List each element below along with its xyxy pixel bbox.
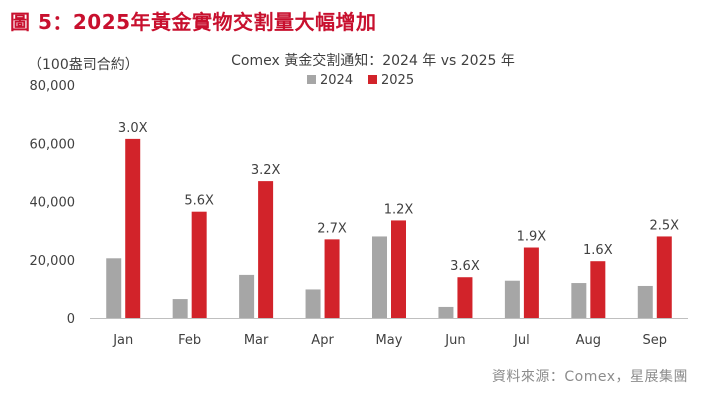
bar-2024-aug [571,283,587,318]
bar-2025-aug [590,261,606,318]
x-tick-label: Jan [112,333,133,348]
x-tick-label: May [376,333,403,348]
bar-2025-jun [457,277,473,318]
x-tick-label: Aug [576,333,601,348]
bar-2025-jul [523,247,539,318]
ratio-label: 1.6X [583,243,613,258]
y-tick-label: 40,000 [30,196,76,211]
x-tick-label: Jun [444,333,465,348]
y-axis: 0 20,000 40,000 60,000 80,000 [30,79,76,327]
ratio-label: 5.6X [184,194,214,209]
ratio-label: 3.6X [450,259,480,274]
x-tick-label: Mar [244,333,269,348]
bar-2024-feb [172,299,188,318]
bar-2025-jan [125,138,141,318]
bar-2025-feb [191,211,207,318]
bar-2024-sep [637,285,653,318]
ratio-label: 1.9X [517,230,547,245]
legend-label-2025: 2025 [381,73,414,88]
ratio-label: 2.5X [649,218,679,233]
y-tick-label: 0 [67,312,75,327]
bar-2025-sep [656,236,672,318]
y-axis-unit-label: （100盎司合約） [28,57,139,73]
x-axis: Jan Feb Mar Apr May Jun Jul Aug Sep [90,318,688,348]
ratio-label: 2.7X [317,221,347,236]
bar-2024-jul [504,280,520,318]
legend-swatch-2025 [368,75,377,84]
y-tick-label: 60,000 [30,137,76,152]
x-tick-label: Jul [513,333,530,348]
bar-2024-apr [305,289,321,318]
ratio-label: 3.0X [118,121,148,136]
ratio-label: 1.2X [384,202,414,217]
y-tick-label: 80,000 [30,79,76,94]
ratio-annotations: 3.0X 5.6X 3.2X 2.7X 1.2X 3.6X 1.9X 1.6X 2.5X [118,121,679,274]
y-tick-label: 20,000 [30,254,76,269]
legend: 2024 2025 [307,73,414,88]
legend-label-2024: 2024 [320,73,353,88]
bar-2025-mar [258,181,274,318]
figure-title: 圖 5：2025年黃金實物交割量大幅增加 [10,10,377,34]
bar-2024-mar [239,274,255,318]
x-tick-label: Feb [178,333,201,348]
chart-title: Comex 黃金交割通知：2024 年 vs 2025 年 [231,52,515,69]
bar-2025-apr [324,239,340,318]
bar-2024-jan [106,258,122,318]
bar-2025-may [391,220,406,318]
source-note: 資料來源：Comex，星展集團 [491,369,688,385]
ratio-label: 3.2X [251,163,281,178]
x-tick-label: Sep [643,333,668,348]
bars [106,138,672,318]
bar-2024-jun [438,306,454,318]
x-tick-label: Apr [311,333,334,348]
legend-swatch-2024 [307,75,316,84]
bar-2024-may [372,236,387,318]
